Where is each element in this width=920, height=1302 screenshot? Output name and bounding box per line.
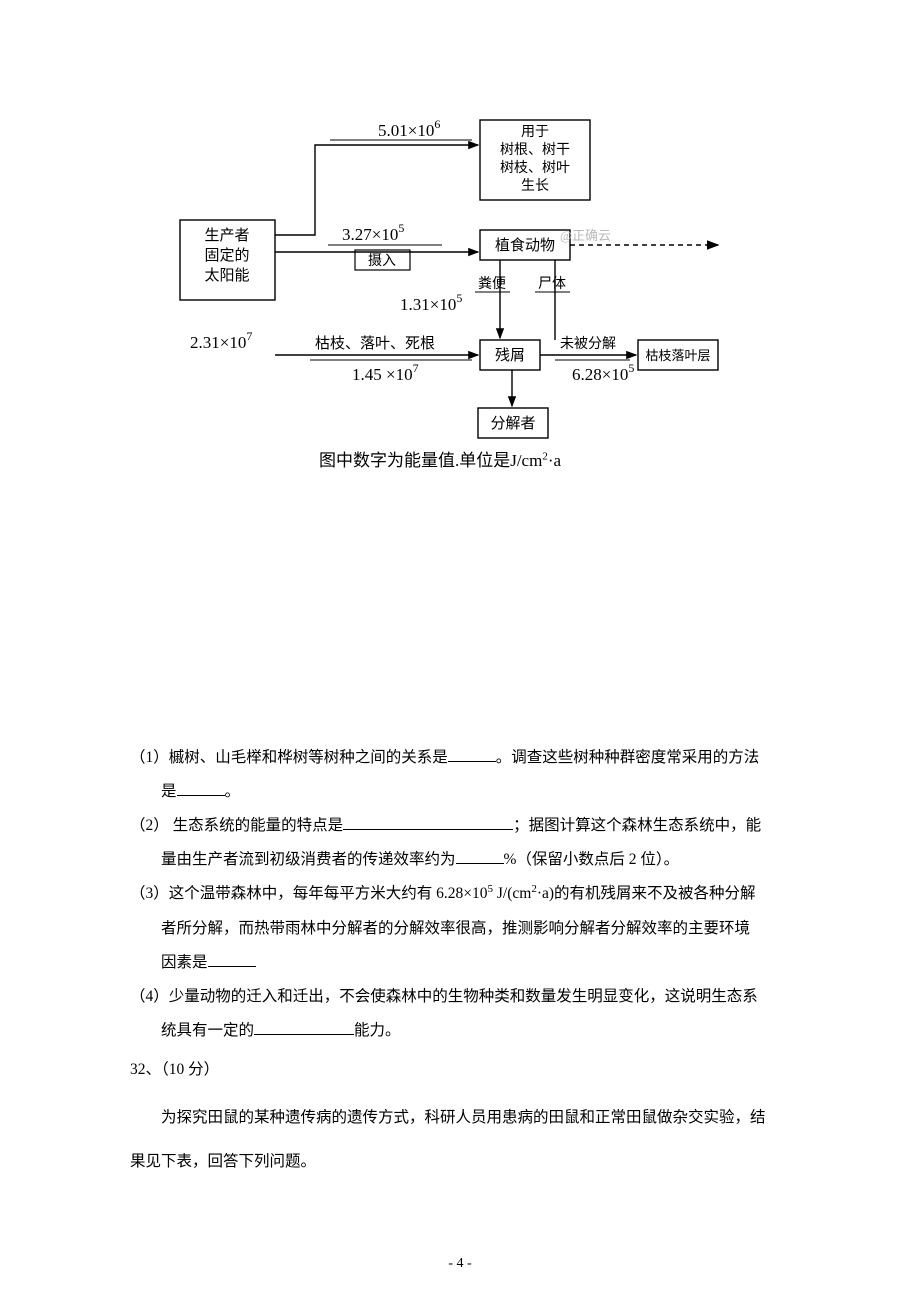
label-628: 6.28×105 (572, 361, 634, 384)
question-32-body2: 果见下表，回答下列问题。 (130, 1146, 810, 1179)
energy-flow-diagram: 生产者 固定的 太阳能 2.31×107 用于 树根、树干 树枝、树叶 生长 植… (160, 90, 720, 471)
question-3: （3）这个温带森林中，每年每平方米大约有 6.28×105 J/(cm2·a)的… (130, 877, 810, 979)
question-32-head: 32、（10 分） (130, 1054, 810, 1087)
label-231: 2.31×107 (190, 329, 252, 352)
q3-text-c: ·a)的有机残屑来不及被各种分解 (537, 886, 756, 903)
q3-text-a: （3）这个温带森林中，每年每平方米大约有 6.28×10 (130, 886, 488, 903)
diagram-caption: 图中数字为能量值.单位是J/cm2·a (160, 446, 720, 471)
caption-prefix: 图中数字为能量值.单位是J/cm (319, 451, 542, 470)
q2-text-d: %（保留小数点后 2 位）。 (504, 851, 680, 868)
label-undecomp: 未被分解 (560, 336, 616, 352)
caption-suffix: ·a (548, 451, 561, 470)
q1-text-c: 是 (161, 783, 177, 800)
q2-text-b: ；据图计算这个森林生态系统中，能 (513, 817, 761, 834)
q3-text-d: 者所分解，而热带雨林中分解者的分解效率很高，推测影响分解者分解效率的主要环境 (130, 912, 810, 946)
node-producer-l1: 生产者 (204, 227, 249, 244)
node-producer-l2: 固定的 (204, 247, 249, 264)
label-ingest: 摄入 (368, 253, 396, 269)
diagram-svg: 生产者 固定的 太阳能 2.31×107 用于 树根、树干 树枝、树叶 生长 植… (160, 90, 720, 440)
q2-blank-2 (456, 848, 504, 865)
node-litter-l1: 枯枝落叶层 (645, 348, 710, 363)
question-4: （4）少量动物的迁入和迁出，不会使森林中的生物种类和数量发生明显变化，这说明生态… (130, 980, 810, 1048)
node-growth-l2: 树根、树干 (500, 142, 570, 158)
label-131: 1.31×105 (400, 291, 462, 314)
question-32-body: 为探究田鼠的某种遗传病的遗传方式，科研人员用患病的田鼠和正常田鼠做杂交实验，结 (130, 1102, 810, 1135)
q2-text-c: 量由生产者流到初级消费者的传递效率约为 (161, 851, 456, 868)
q4-text-c: 能力。 (354, 1022, 401, 1039)
label-litterleaf: 枯枝、落叶、死根 (315, 335, 435, 352)
q1-text-d: 。 (225, 783, 241, 800)
label-corpse: 尸体 (538, 276, 566, 292)
label-feces: 粪便 (478, 276, 506, 292)
q2-blank-1 (343, 814, 513, 831)
q1-text-b: 。调查这些树种种群密度常采用的方法 (496, 749, 760, 766)
q4-text-a: （4）少量动物的迁入和迁出，不会使森林中的生物种类和数量发生明显变化，这说明生态… (130, 980, 810, 1014)
q1-blank-1 (448, 746, 496, 763)
label-501: 5.01×106 (378, 117, 440, 140)
page-number: - 4 - (0, 1256, 920, 1272)
watermark-text: @正确云 (560, 228, 611, 243)
questions-block: （1）槭树、山毛榉和桦树等树种之间的关系是 。调查这些树种种群密度常采用的方法 是… (130, 741, 810, 1179)
q4-text-b: 统具有一定的 (161, 1022, 254, 1039)
node-growth-l4: 生长 (521, 178, 549, 194)
q1-blank-2 (177, 780, 225, 797)
label-145: 1.45 ×107 (352, 361, 419, 384)
q3-text-b: J/(cm (493, 886, 531, 903)
q1-text-a: （1）槭树、山毛榉和桦树等树种之间的关系是 (130, 749, 448, 766)
edge-producer-growth (275, 145, 478, 235)
node-detritus-l1: 残屑 (495, 347, 525, 364)
q3-blank-1 (208, 950, 256, 967)
node-growth-l1: 用于 (521, 125, 549, 140)
label-327: 3.27×105 (342, 221, 404, 244)
q32-body-1: 为探究田鼠的某种遗传病的遗传方式，科研人员用患病的田鼠和正常田鼠做杂交实验，结 (161, 1109, 766, 1126)
q4-blank-1 (254, 1018, 354, 1035)
node-herbivore-l1: 植食动物 (495, 237, 555, 254)
question-2: （2） 生态系统的能量的特点是 ；据图计算这个森林生态系统中，能 量由生产者流到初… (130, 809, 810, 877)
q2-text-a: （2） 生态系统的能量的特点是 (130, 817, 343, 834)
q3-text-e: 因素是 (161, 954, 208, 971)
node-decomposer-l1: 分解者 (490, 415, 535, 432)
question-1: （1）槭树、山毛榉和桦树等树种之间的关系是 。调查这些树种种群密度常采用的方法 是… (130, 741, 810, 809)
node-growth-l3: 树枝、树叶 (500, 160, 570, 176)
node-producer-l3: 太阳能 (204, 267, 249, 284)
